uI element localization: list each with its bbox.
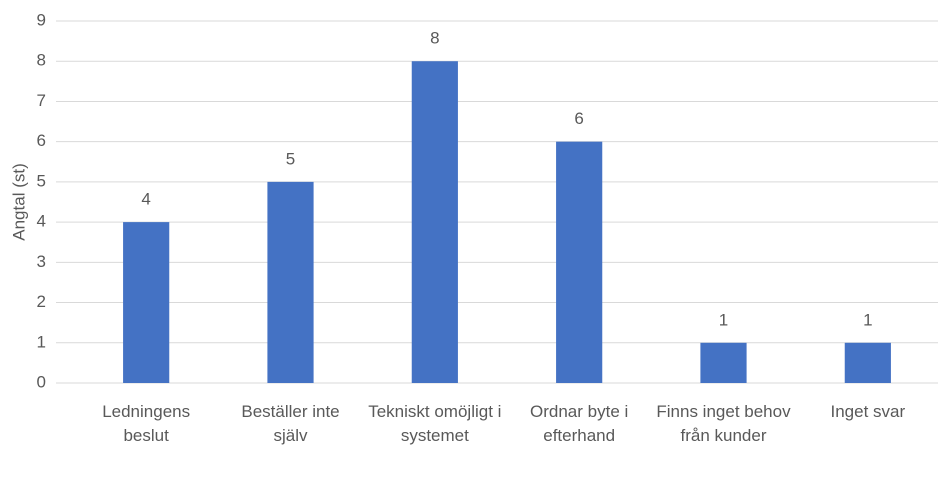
data-label: 5 [286,149,295,168]
y-tick-label: 8 [37,51,46,70]
data-label: 6 [574,109,583,128]
y-tick-label: 5 [37,171,46,190]
x-tick-label: Tekniskt omöjligt i systemet [368,402,502,445]
y-tick-label: 2 [37,292,46,311]
x-tick-label: Ledningens beslut [102,402,191,445]
x-tick-label: Beställer inte själv [241,402,340,445]
data-label: 4 [141,190,150,209]
y-tick-label: 4 [37,212,46,231]
bar [700,342,747,383]
y-tick-label: 7 [37,91,46,110]
bar [267,181,314,383]
y-axis-label: Angtal (st) [9,163,28,240]
y-tick-label: 3 [37,252,46,271]
x-tick-label: Finns inget behov från kunder [656,402,791,445]
data-label: 8 [430,29,439,48]
y-tick-label: 6 [37,131,46,150]
bar [411,61,458,383]
bar [844,342,891,383]
bar [123,222,170,383]
x-tick-label: Ordnar byte i efterhand [530,402,629,445]
y-tick-label: 9 [37,10,46,29]
bar [556,141,603,383]
data-label: 1 [719,310,728,329]
data-label: 1 [863,310,872,329]
y-tick-label: 0 [37,372,46,391]
y-tick-label: 1 [37,332,46,351]
x-tick-label: Inget svar [830,402,906,421]
